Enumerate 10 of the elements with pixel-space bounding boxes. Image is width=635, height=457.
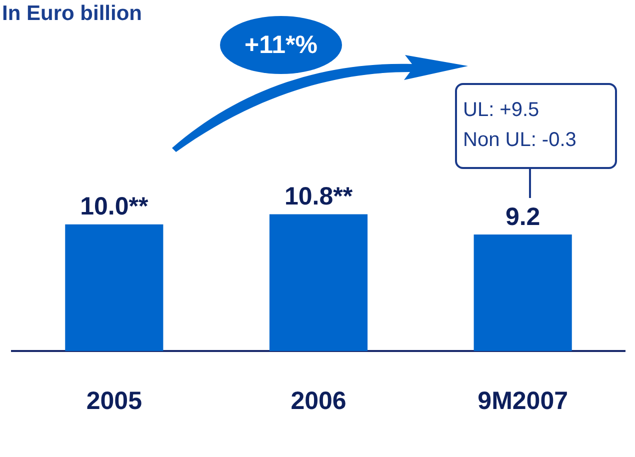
data-label: 10.8** (284, 182, 353, 211)
chart-title: In Euro billion (2, 2, 142, 26)
x-tick-label: 9M2007 (478, 386, 568, 415)
text: Non UL: -0.3 (463, 128, 578, 153)
text: UL: +9.5 (463, 98, 540, 123)
x-tick-label: 2005 (86, 386, 142, 415)
data-label: 10.0** (80, 192, 148, 221)
text: +11*% (220, 16, 342, 74)
data-label: 9.2 (505, 202, 540, 231)
x-tick-label: 2006 (290, 386, 346, 415)
